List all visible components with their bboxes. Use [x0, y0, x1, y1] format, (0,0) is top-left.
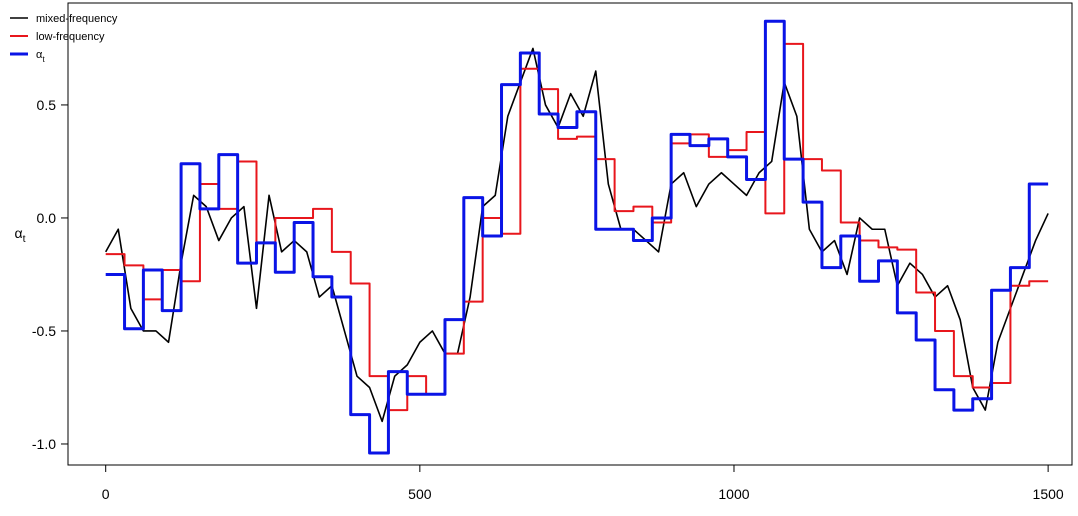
x-tick-label: 1000	[718, 486, 749, 502]
x-tick-label: 500	[408, 486, 432, 502]
y-tick-label: -0.5	[32, 323, 56, 339]
y-tick-label: 0.5	[37, 97, 57, 113]
legend-label: αt	[36, 49, 45, 64]
y-tick-label: -1.0	[32, 436, 56, 452]
series-line	[105, 19, 1049, 455]
series-line	[104, 47, 1049, 423]
x-tick-label: 0	[102, 486, 110, 502]
legend-label: mixed-frequency	[36, 13, 118, 25]
x-tick-label: 1500	[1033, 486, 1064, 502]
y-tick-label: 0.0	[37, 210, 57, 226]
legend-label: low-frequency	[36, 31, 105, 43]
y-axis-label: αt	[14, 225, 25, 245]
plot-box	[67, 2, 1073, 466]
